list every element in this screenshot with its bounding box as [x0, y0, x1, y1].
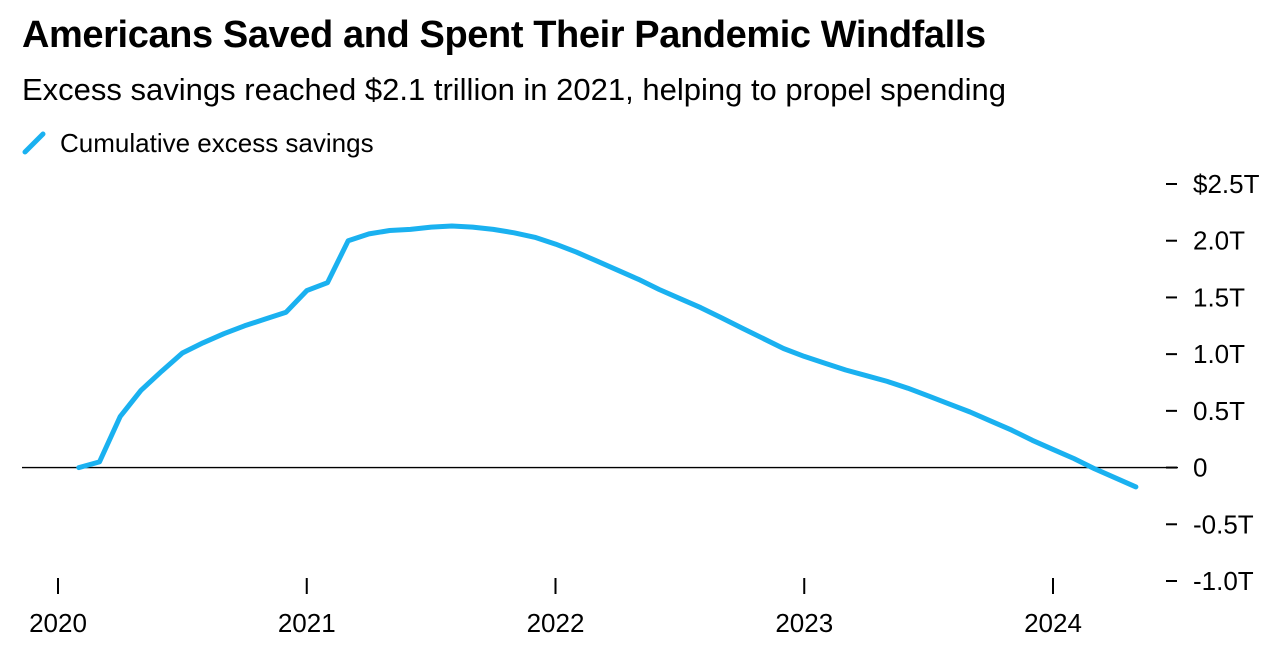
chart-title: Americans Saved and Spent Their Pandemic…: [22, 14, 986, 56]
legend-label: Cumulative excess savings: [60, 127, 374, 158]
series-line: [76, 223, 1139, 490]
x-tick-label: 2021: [278, 608, 336, 638]
y-tick-label: 1.0T: [1193, 339, 1245, 369]
y-tick-label: 0.5T: [1193, 396, 1245, 426]
legend-line-icon: [22, 131, 46, 155]
y-tick-label: -0.5T: [1193, 509, 1254, 539]
y-tick-label: -1.0T: [1193, 566, 1254, 596]
x-tick-label: 2023: [775, 608, 833, 638]
y-tick-label: 2.0T: [1193, 226, 1245, 256]
x-tick-label: 2020: [29, 608, 87, 638]
legend: Cumulative excess savings: [22, 128, 374, 158]
x-tick-label: 2024: [1024, 608, 1082, 638]
y-tick-label: 0: [1193, 453, 1207, 483]
x-tick-label: 2022: [527, 608, 585, 638]
chart-subtitle: Excess savings reached $2.1 trillion in …: [22, 72, 1007, 107]
y-tick-label: $2.5T: [1193, 169, 1260, 199]
y-tick-label: 1.5T: [1193, 282, 1245, 312]
